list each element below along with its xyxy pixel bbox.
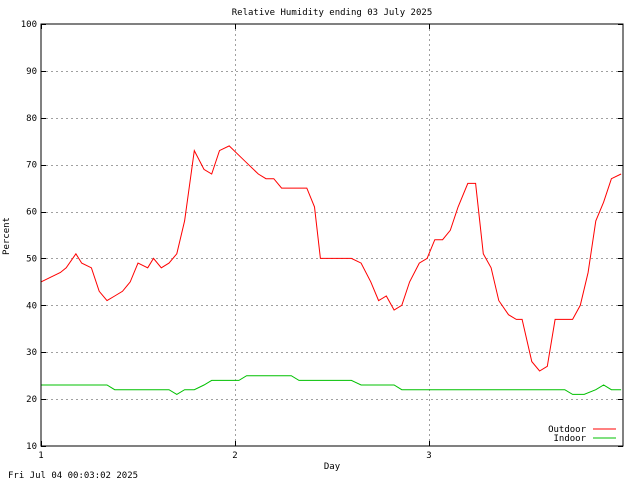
legend-label-outdoor: Outdoor [548,425,587,435]
x-tick-label: 1 [38,451,43,461]
y-tick-label: 30 [26,348,37,358]
tick-labels: 10 20 30 40 50 60 70 80 90 100 1 2 3 [21,20,432,461]
timestamp: Fri Jul 04 00:03:02 2025 [8,471,138,480]
y-tick-label: 100 [21,20,37,30]
series-line-indoor [41,375,622,395]
legend: Outdoor Indoor [548,425,616,444]
x-tick-label: 3 [426,451,431,461]
series-lines [40,145,622,395]
x-tick-label: 2 [232,451,237,461]
y-tick-label: 50 [26,254,37,264]
y-tick-label: 80 [26,114,37,124]
chart-title: Relative Humidity ending 03 July 2025 [232,8,432,18]
x-axis-label: Day [324,462,341,472]
axes [40,23,624,447]
legend-label-indoor: Indoor [553,434,586,444]
tick-marks [41,24,623,447]
y-tick-label: 70 [26,161,37,171]
y-tick-label: 20 [26,395,37,405]
y-tick-label: 60 [26,208,37,218]
y-tick-label: 10 [26,442,37,452]
plot-frame [40,23,624,447]
y-tick-label: 90 [26,67,37,77]
y-tick-label: 40 [26,301,37,311]
series-line-outdoor [40,145,622,372]
grid-lines [41,24,623,446]
y-axis-label: Percent [2,217,12,255]
